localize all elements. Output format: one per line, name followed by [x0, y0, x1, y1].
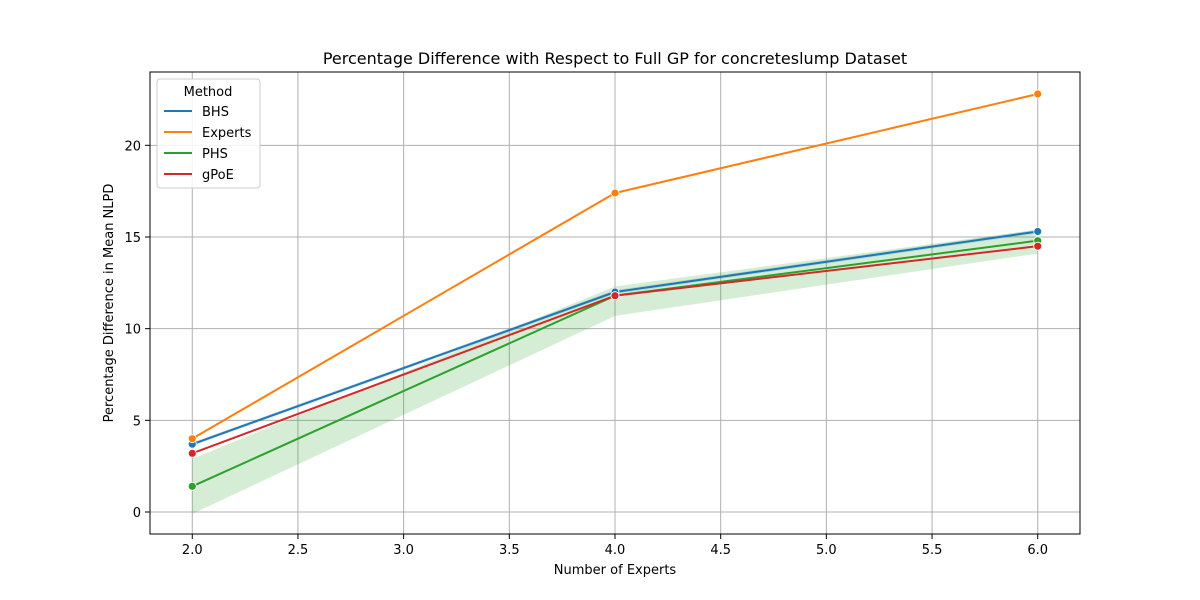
point-phs	[187, 481, 197, 491]
legend: Method BHS Experts PHS gPoE	[156, 78, 261, 189]
x-tick-label: 3.0	[393, 543, 414, 558]
x-tick-label: 4.0	[605, 543, 626, 558]
point-experts	[1033, 89, 1043, 99]
point-experts	[610, 188, 620, 198]
y-tick-label: 0	[133, 506, 141, 521]
point-gpoe	[610, 291, 620, 301]
point-bhs	[1033, 227, 1043, 236]
point-gpoe	[1033, 241, 1043, 251]
legend-title: Method	[184, 85, 233, 100]
y-axis-label: Percentage Difference in Mean NLPD	[102, 184, 117, 423]
point-gpoe	[187, 448, 197, 458]
x-axis-ticks: 2.0 2.5 3.0 3.5 4.0 4.5 5.0 5.5 6.0	[182, 534, 1048, 558]
legend-label-bhs: BHS	[202, 105, 229, 120]
y-tick-label: 10	[124, 323, 141, 338]
y-axis-ticks: 0 5 10 15 20	[124, 139, 150, 521]
x-axis-label: Number of Experts	[554, 563, 677, 578]
x-tick-label: 3.5	[499, 543, 520, 558]
series-points	[187, 89, 1043, 491]
x-tick-label: 2.0	[182, 543, 203, 558]
grid	[150, 72, 1080, 534]
x-tick-label: 2.5	[288, 543, 309, 558]
point-experts	[187, 434, 197, 444]
x-tick-label: 6.0	[1027, 543, 1048, 558]
x-tick-label: 5.0	[816, 543, 837, 558]
legend-label-phs: PHS	[202, 147, 228, 162]
x-tick-label: 5.5	[922, 543, 943, 558]
legend-label-gpoe: gPoE	[202, 168, 234, 183]
confidence-bands	[192, 229, 1038, 514]
legend-label-experts: Experts	[202, 126, 252, 141]
x-tick-label: 4.5	[710, 543, 731, 558]
band-phs	[192, 229, 1038, 514]
chart-title: Percentage Difference with Respect to Fu…	[323, 49, 907, 68]
legend-box	[156, 78, 261, 189]
y-tick-label: 15	[124, 231, 141, 246]
y-tick-label: 5	[133, 414, 141, 429]
y-tick-label: 20	[124, 139, 141, 154]
